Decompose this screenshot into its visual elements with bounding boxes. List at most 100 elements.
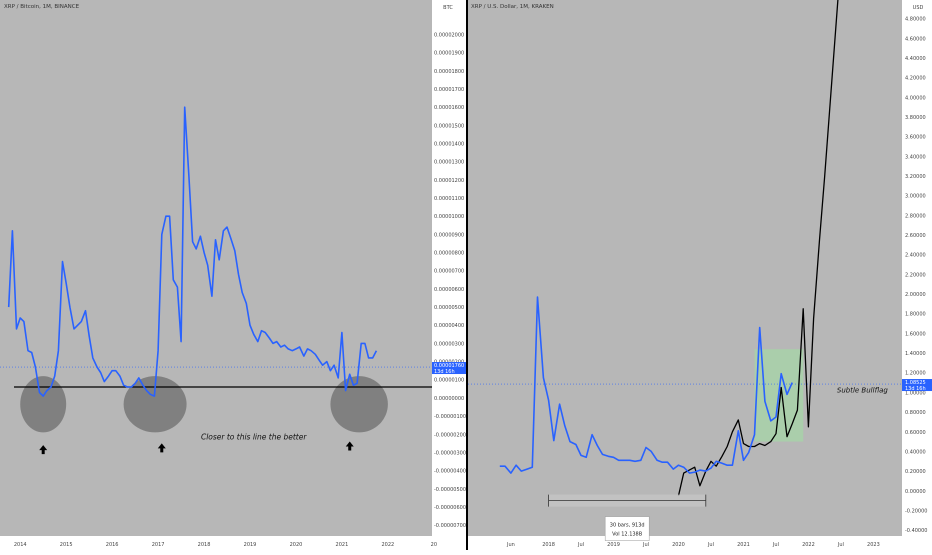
y-tick-label: 3.00000 — [905, 194, 926, 200]
symbol-label: XRP / U.S. Dollar, 1M, KRAKEN — [471, 4, 554, 10]
y-tick-label: 3.20000 — [905, 174, 926, 180]
price-badge — [432, 362, 466, 375]
price-badge-value: 0.00001760 — [434, 363, 464, 369]
y-tick-label: 0.60000 — [905, 430, 926, 436]
y-tick-label: 4.60000 — [905, 36, 926, 42]
price-badge — [902, 379, 932, 392]
y-tick-label: 1.40000 — [905, 351, 926, 357]
y-tick-label: 0.00000100 — [434, 378, 464, 384]
highlight-ellipse-3 — [330, 376, 388, 433]
x-tick-label: Jul — [837, 542, 844, 548]
right-chart: 30 bars, 913d Vol 12.138B Subtle Bullflag X… — [468, 0, 902, 541]
right-time-axis — [468, 536, 932, 550]
y-tick-label: 0.00000 — [905, 489, 926, 495]
y-tick-label: 0.00001100 — [434, 196, 464, 202]
y-tick-label: 0.00000400 — [434, 323, 464, 329]
annotation-subtle-bullflag: Subtle Bullflag — [837, 386, 888, 394]
annotation-closer-line: Closer to this line the better — [201, 433, 307, 442]
y-tick-label: 2.60000 — [905, 233, 926, 239]
y-tick-label: -0.40000 — [905, 528, 927, 534]
y-tick-label: 0.00001800 — [434, 69, 464, 75]
y-tick-label: 0.00001000 — [434, 214, 464, 220]
y-tick-label: 0.00001200 — [434, 178, 464, 184]
x-tick-label: Jul — [642, 542, 649, 548]
right-x-axis-ticks: Jun 2018 Jul 2019 Jul 2020 Jul 2021 Jul 2022 Jul 20… — [506, 542, 880, 548]
y-tick-label: 3.60000 — [905, 135, 926, 141]
y-tick-label: 0.20000 — [905, 469, 926, 475]
series-line-xrp-usd — [499, 296, 793, 474]
y-tick-label: 3.80000 — [905, 115, 926, 121]
x-tick-label: Jul — [772, 542, 779, 548]
y-tick-label: -0.00000600 — [434, 505, 466, 511]
x-tick-label: 2019 — [607, 542, 620, 548]
series-line-projection — [677, 0, 839, 496]
y-tick-label: 4.00000 — [905, 95, 926, 101]
highlight-ellipse-2 — [123, 376, 187, 433]
highlight-ellipse-1 — [20, 376, 67, 433]
x-tick-label: 2017 — [152, 542, 165, 548]
symbol-label: XRP / Bitcoin, 1M, BINANCE — [4, 4, 80, 10]
currency-label: USD — [913, 5, 924, 11]
y-tick-label: -0.00000300 — [434, 450, 466, 456]
left-price-axis — [432, 0, 466, 550]
left-y-axis-ticks: 0.00002000 0.00001900 0.00001800 0.00001700… — [432, 5, 466, 529]
price-badge-countdown: 13d 16h — [905, 386, 926, 392]
measure-bars-label: 30 bars, 913d — [610, 523, 645, 529]
y-tick-label: 0.00001300 — [434, 160, 464, 166]
y-tick-label: 4.80000 — [905, 17, 926, 23]
right-y-axis-ticks: 4.80000 4.60000 4.40000 4.20000 4.00000 3.800… — [902, 5, 932, 534]
left-plot-area — [0, 0, 432, 536]
y-tick-label: 0.00001900 — [434, 51, 464, 57]
y-tick-label: -0.00000200 — [434, 432, 466, 438]
x-tick-label: 2018 — [542, 542, 555, 548]
y-tick-label: 0.80000 — [905, 410, 926, 416]
left-chart: Closer to this line the better XRP / Bitc… — [0, 4, 432, 455]
x-tick-label: Jun — [506, 542, 515, 548]
y-tick-label: 0.00000300 — [434, 341, 464, 347]
y-tick-label: 0.00000700 — [434, 269, 464, 275]
measure-info-box — [604, 516, 650, 541]
x-tick-label: 2021 — [336, 542, 349, 548]
y-tick-label: -0.00000100 — [434, 414, 466, 420]
price-badge-value: 1.08525 — [905, 380, 926, 386]
y-tick-label: 0.00001500 — [434, 123, 464, 129]
y-tick-label: 0.00000500 — [434, 305, 464, 311]
y-tick-label: -0.00000500 — [434, 487, 466, 493]
y-tick-label: 0.00000800 — [434, 251, 464, 257]
x-tick-label: 2016 — [106, 542, 119, 548]
y-tick-label: 0.00001600 — [434, 105, 464, 111]
currency-label: BTC — [443, 5, 453, 11]
y-tick-label: 0.00001400 — [434, 142, 464, 148]
y-tick-label: 0.00002000 — [434, 33, 464, 39]
x-tick-label: 2014 — [14, 542, 27, 548]
series-line-xrp-btc — [7, 106, 378, 397]
y-tick-label: 0.00000600 — [434, 287, 464, 293]
arrow-up-icon-1 — [39, 445, 48, 455]
y-tick-label: 1.60000 — [905, 331, 926, 337]
y-tick-label: 0.00001700 — [434, 87, 464, 93]
y-tick-label: 4.40000 — [905, 56, 926, 62]
y-tick-label: 4.20000 — [905, 76, 926, 82]
right-price-axis — [902, 0, 932, 550]
y-tick-label: 2.00000 — [905, 292, 926, 298]
y-tick-label: 0.00000900 — [434, 232, 464, 238]
y-tick-label: 0.40000 — [905, 449, 926, 455]
y-tick-label: -0.20000 — [905, 508, 927, 514]
left-time-axis — [0, 536, 466, 550]
x-tick-label: 2023 — [867, 542, 880, 548]
arrow-up-icon-3 — [345, 441, 354, 451]
x-tick-label: 2021 — [737, 542, 750, 548]
measure-volume-label: Vol 12.138B — [612, 532, 643, 538]
y-tick-label: 1.20000 — [905, 371, 926, 377]
panel-divider — [466, 0, 468, 550]
arrow-up-icon-2 — [157, 443, 166, 453]
y-tick-label: -0.00000700 — [434, 523, 466, 529]
right-plot-area — [468, 0, 902, 536]
y-tick-label: 3.40000 — [905, 154, 926, 160]
left-x-axis-ticks: 2014 2015 2016 2017 2018 2019 2020 2021 2022 20 — [14, 542, 437, 548]
y-tick-label: 2.40000 — [905, 253, 926, 259]
y-tick-label: -0.00000400 — [434, 469, 466, 475]
x-tick-label: 20 — [431, 542, 437, 548]
